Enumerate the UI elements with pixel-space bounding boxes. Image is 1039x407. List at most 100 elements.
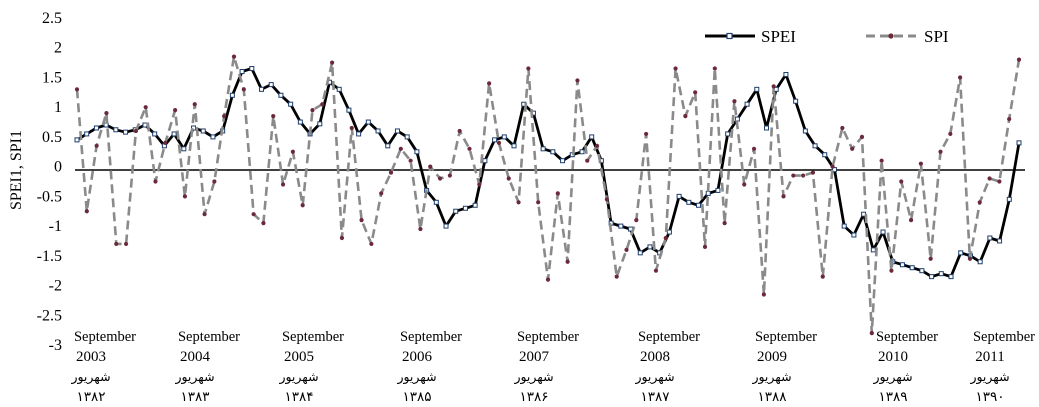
spi-data-point: [398, 146, 403, 151]
spei-data-point: [414, 149, 420, 155]
spi-data-point: [428, 164, 433, 169]
spei-data-point: [948, 274, 954, 280]
spi-data-point: [241, 87, 246, 92]
spei-data-point: [93, 125, 99, 131]
y-tick-label: -0.5: [37, 188, 62, 205]
spei-data-point: [579, 149, 585, 155]
x-tick-year-label: 2011: [975, 349, 1004, 365]
spi-data-point: [418, 226, 423, 232]
spei-data-point: [851, 232, 857, 238]
x-tick-persian-month-label: شهریور: [969, 369, 1009, 385]
x-tick-persian-year-label: ۱۳۸۸: [757, 389, 786, 405]
spi-data-point: [850, 146, 855, 151]
y-tick-label: 2.5: [42, 10, 62, 27]
spi-data-point: [742, 182, 747, 187]
spi-data-point: [290, 149, 295, 154]
spi-data-point: [1016, 57, 1022, 62]
x-tick-month-label: September: [400, 329, 462, 345]
spei-data-point: [346, 107, 352, 113]
spei-data-point: [288, 101, 294, 107]
spi-data-point: [526, 66, 531, 71]
spi-data-point: [712, 66, 717, 71]
spi-data-point: [830, 164, 835, 169]
spei-data-point: [618, 223, 624, 229]
x-tick-month-label: September: [178, 329, 240, 345]
spi-data-point: [506, 176, 511, 181]
spi-data-point: [987, 176, 992, 181]
x-tick-month-label: September: [517, 329, 579, 345]
spei-data-point: [249, 66, 255, 72]
spi-data-point: [967, 256, 973, 261]
spei-data-point: [453, 208, 459, 214]
spei-data-point: [899, 262, 905, 268]
spi-data-point: [536, 200, 541, 205]
spei-data-point: [492, 137, 498, 143]
spi-data-point: [634, 218, 639, 223]
spi-data-point: [693, 90, 698, 95]
x-tick-persian-month-label: شهریور: [174, 369, 214, 385]
spei-data-point: [200, 128, 206, 134]
spei-data-point: [462, 205, 468, 211]
x-tick-group: September 2010 شهریور ۱۳۸۹: [872, 329, 938, 405]
spi-data-point: [801, 173, 806, 178]
series-line-spi: [75, 55, 1021, 335]
spei-data-point: [560, 158, 566, 164]
spi-data-point: [644, 131, 649, 137]
x-tick-year-label: 2005: [284, 349, 314, 365]
spei-data-point: [1016, 140, 1022, 146]
spei-data-point: [239, 69, 245, 75]
spei-data-point: [686, 199, 692, 205]
spi-data-point: [222, 114, 227, 119]
spei-data-point: [142, 122, 148, 128]
spei-data-point: [385, 143, 391, 149]
x-tick-persian-year-label: ۱۳۸۲: [76, 389, 105, 405]
y-tick-label: -2: [49, 278, 62, 295]
spi-data-point: [751, 146, 757, 151]
spei-data-point: [259, 86, 265, 92]
spi-data-point: [732, 99, 737, 104]
spei-data-point: [1006, 196, 1012, 202]
spi-data-point: [300, 203, 305, 208]
x-tick-year-label: 2006: [402, 349, 433, 365]
y-tick-label: -1: [49, 218, 62, 235]
spi-data-point: [673, 66, 678, 71]
spi-data-point: [879, 158, 884, 163]
x-tick-persian-month-label: شهریور: [634, 369, 674, 385]
spi-data-point: [761, 292, 766, 297]
spei-data-point: [74, 137, 80, 143]
spi-data-point: [722, 221, 727, 226]
spei-data-point: [764, 125, 770, 131]
spi-data-point: [251, 212, 256, 217]
spi-data-point: [771, 84, 776, 89]
spei-data-point: [793, 98, 799, 104]
x-tick-persian-year-label: ۱۳۸۴: [284, 389, 313, 405]
x-tick-persian-year-label: ۱۳۸۵: [402, 389, 431, 405]
spi-data-point: [320, 102, 325, 107]
spi-data-point: [379, 191, 384, 196]
series-layer: [74, 54, 1022, 336]
spei-data-point: [958, 250, 964, 256]
spi-data-point: [869, 331, 874, 336]
spei-data-point: [997, 238, 1003, 244]
spi-data-point: [467, 146, 472, 151]
x-axis-labels: September 2003 شهریور ۱۳۸۲ September 2004 شهری…: [70, 329, 1035, 405]
x-tick-month-label: September: [755, 329, 817, 345]
y-tick-label: -3: [49, 337, 62, 354]
spi-data-point: [496, 140, 502, 145]
spi-data-point: [330, 60, 335, 65]
x-tick-persian-year-label: ۱۳۹۰: [975, 389, 1004, 405]
spei-data-point: [210, 134, 216, 140]
x-tick-year-label: 2008: [640, 349, 670, 365]
x-tick-group: September 2003 شهریور ۱۳۸۲: [70, 329, 136, 405]
spei-data-point: [394, 128, 400, 134]
spi-data-point: [202, 212, 207, 217]
spi-data-point: [663, 235, 668, 241]
spei-data-point: [647, 244, 653, 250]
spi-data-point: [594, 143, 600, 148]
spi-data-point: [349, 125, 354, 131]
spi-data-point: [173, 108, 178, 113]
spi-data-point: [457, 128, 462, 134]
spi-data-point: [74, 87, 80, 92]
y-tick-label: 1.5: [42, 69, 62, 86]
x-tick-month-label: September: [282, 329, 344, 345]
